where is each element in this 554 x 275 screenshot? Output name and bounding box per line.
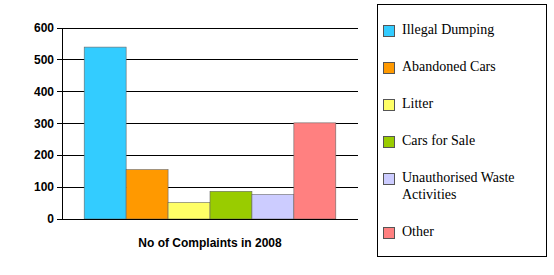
bar [168, 202, 210, 219]
tick-mark [57, 59, 62, 60]
legend-label: Litter [402, 95, 433, 112]
legend-swatch [383, 136, 395, 148]
tick-mark [57, 28, 62, 29]
grid-line [62, 28, 358, 29]
legend: Illegal Dumping Abandoned Cars Litter Cars … [377, 4, 547, 257]
legend-entry: Illegal Dumping [383, 21, 542, 38]
bar [294, 123, 336, 219]
legend-entry: Unauthorised Waste Activities [383, 169, 542, 203]
bar [126, 170, 168, 219]
legend-entry: Litter [383, 95, 542, 112]
legend-label: Cars for Sale [402, 132, 475, 149]
legend-label: Abandoned Cars [402, 58, 496, 75]
legend-swatch [383, 25, 395, 37]
legend-label: Other [402, 223, 434, 240]
legend-label: Illegal Dumping [402, 21, 494, 38]
category-label: No of Complaints in 2008 [138, 236, 282, 250]
bar [84, 47, 126, 219]
tick-label: 0 [47, 212, 54, 226]
tick-mark [57, 155, 62, 156]
tick-label: 100 [34, 180, 54, 194]
y-axis [62, 28, 63, 219]
legend-swatch [383, 62, 395, 74]
grid-line [62, 219, 358, 220]
bar [210, 191, 252, 219]
legend-label: Unauthorised Waste Activities [402, 169, 542, 203]
tick-label: 400 [34, 85, 54, 99]
x-axis [62, 219, 358, 220]
tick-label: 300 [34, 117, 54, 131]
legend-entry: Abandoned Cars [383, 58, 542, 75]
tick-label: 500 [34, 53, 54, 67]
legend-entry: Other [383, 223, 542, 240]
tick-mark [57, 219, 62, 220]
chart-container: 0 100 200 300 400 500 600 No of Complaints in 2… [0, 0, 554, 275]
legend-entry: Cars for Sale [383, 132, 542, 149]
bar [252, 194, 294, 219]
tick-mark [57, 91, 62, 92]
tick-label: 600 [34, 21, 54, 35]
tick-mark [57, 187, 62, 188]
tick-label: 200 [34, 148, 54, 162]
legend-swatch [383, 173, 395, 185]
tick-mark [57, 123, 62, 124]
legend-swatch [383, 99, 395, 111]
legend-swatch [383, 227, 395, 239]
